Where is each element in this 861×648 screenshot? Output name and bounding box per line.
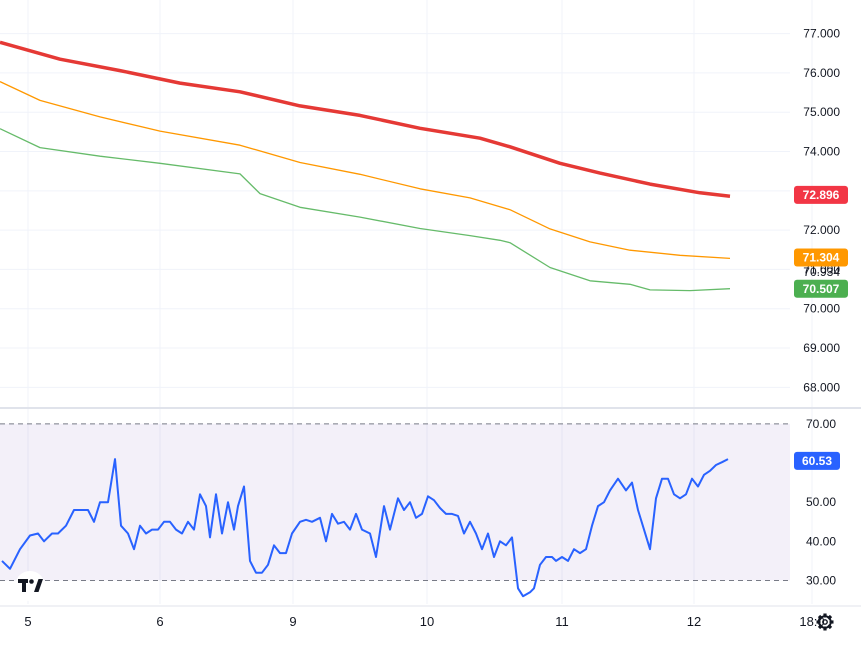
rsi-last-value-label: 60.53 [802,454,832,468]
last-value-label: 71.304 [803,250,840,264]
settings-gear-icon[interactable] [816,613,834,631]
price-tick-label: 76.000 [803,66,840,80]
rsi-tick-label: 70.00 [806,417,836,431]
tradingview-logo-icon[interactable] [15,571,45,601]
time-tick-label: 6 [156,614,163,629]
last-value-badge [794,279,848,298]
price-tick-label: 74.000 [803,145,840,159]
last-value-label: 70.507 [803,282,840,296]
price-tick-label: 72.000 [803,223,840,237]
rsi-tick-label: 50.00 [806,495,836,509]
price-tick-label: 75.000 [803,105,840,119]
time-tick-label: 12 [687,614,701,629]
price-tick-label: 77.000 [803,27,840,41]
time-tick-label: 18:0 [799,614,824,629]
last-value-badge [794,185,848,204]
last-value-label: 72.896 [803,188,840,202]
rsi-line [1,458,729,598]
moving-average-line [0,40,731,199]
price-tick-label: 69.000 [803,341,840,355]
last-price-label: 70.934 [803,265,840,279]
time-tick-label: 11 [555,614,569,629]
last-value-badge [794,248,848,267]
moving-average-line [0,81,731,260]
time-tick-label: 5 [24,614,31,629]
rsi-band [0,423,790,581]
price-tick-label: 68.000 [803,380,840,394]
moving-average-line [0,128,731,292]
rsi-last-value-badge [794,451,840,470]
time-tick-label: 9 [289,614,296,629]
rsi-tick-label: 30.00 [806,574,836,588]
price-tick-label: 70.000 [803,302,840,316]
time-tick-label: 10 [420,614,434,629]
rsi-tick-label: 40.00 [806,534,836,548]
